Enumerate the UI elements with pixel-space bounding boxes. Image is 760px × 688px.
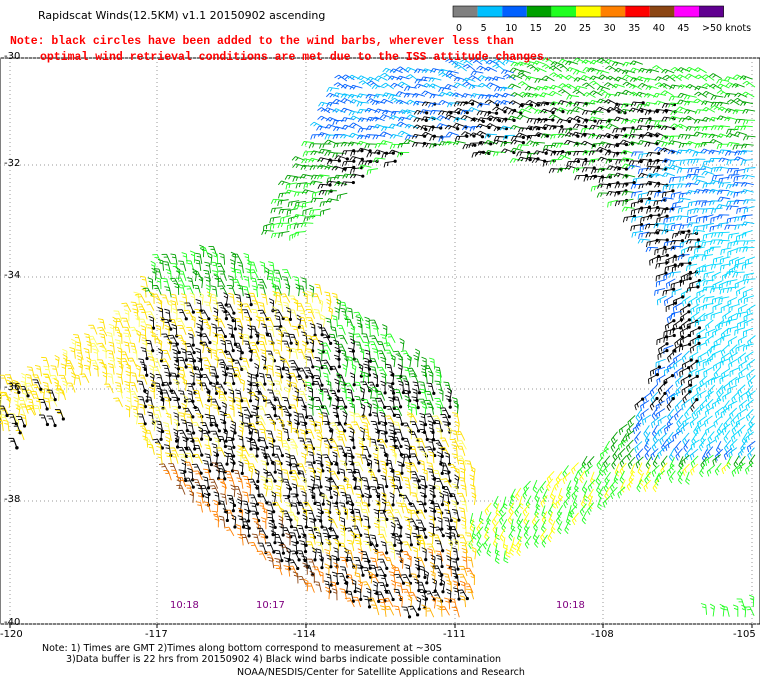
lat-label: -38 bbox=[4, 494, 21, 505]
colorbar-label: 25 bbox=[579, 23, 591, 34]
lat-label: -34 bbox=[4, 270, 21, 281]
colorbar-swatch bbox=[477, 6, 503, 17]
time-label: 10:17 bbox=[256, 600, 285, 611]
contamination-note-line2: optimal wind retrieval conditions are me… bbox=[40, 51, 551, 64]
lat-label: -32 bbox=[4, 158, 21, 169]
colorbar-label: 30 bbox=[604, 23, 616, 34]
colorbar-swatch bbox=[600, 6, 626, 17]
contamination-note-line1: Note: black circles have been added to t… bbox=[10, 35, 514, 48]
colorbar-labels: 0 5 10 15 20 25 30 35 40 45 >50 knots bbox=[456, 23, 751, 34]
lon-label: -114 bbox=[293, 629, 316, 640]
colorbar-label: >50 knots bbox=[702, 23, 751, 34]
colorbar-swatch bbox=[551, 6, 576, 17]
colorbar-swatch bbox=[649, 6, 675, 17]
colorbar-label: 15 bbox=[530, 23, 542, 34]
lon-label: -111 bbox=[443, 629, 466, 640]
lon-label: -105 bbox=[733, 629, 756, 640]
colorbar-swatch bbox=[674, 6, 699, 17]
colorbar-swatch bbox=[453, 6, 478, 17]
colorbar-swatch bbox=[699, 6, 724, 17]
map-border bbox=[0, 57, 760, 625]
time-label: 10:18 bbox=[170, 600, 199, 611]
lat-label: -40 bbox=[4, 617, 21, 628]
map-grid bbox=[0, 57, 760, 625]
colorbar-label: 10 bbox=[505, 23, 517, 34]
colorbar-label: 45 bbox=[677, 23, 689, 34]
colorbar-label: 5 bbox=[481, 23, 487, 34]
footer-note-line2: 3)Data buffer is 22 hrs from 20150902 4)… bbox=[66, 654, 502, 665]
colorbar-label: 20 bbox=[554, 23, 566, 34]
colorbar-label: 40 bbox=[653, 23, 665, 34]
time-label: 10:18 bbox=[556, 600, 585, 611]
footer-credit: NOAA/NESDIS/Center for Satellite Applica… bbox=[237, 667, 525, 678]
lon-label: -117 bbox=[145, 629, 168, 640]
lon-label: -108 bbox=[591, 629, 614, 640]
wind-speed-colorbar: 0 5 10 15 20 25 30 35 40 45 >50 knots bbox=[452, 5, 751, 34]
lat-label: -36 bbox=[4, 382, 21, 393]
colorbar-boxes bbox=[452, 5, 724, 18]
colorbar-swatch bbox=[526, 6, 552, 17]
colorbar-swatch bbox=[576, 6, 601, 17]
map-title: Rapidscat Winds(12.5KM) v1.1 20150902 as… bbox=[38, 9, 326, 22]
lat-label: -30 bbox=[4, 51, 21, 62]
colorbar-label: 35 bbox=[628, 23, 640, 34]
axis-ticks bbox=[9, 624, 753, 628]
colorbar-swatch bbox=[625, 6, 650, 17]
lon-label: -120 bbox=[0, 629, 23, 640]
colorbar-swatch bbox=[502, 6, 527, 17]
footer-note-line1: Note: 1) Times are GMT 2)Times along bot… bbox=[42, 643, 442, 654]
wind-barbs bbox=[0, 57, 756, 619]
colorbar-label: 0 bbox=[456, 23, 462, 34]
